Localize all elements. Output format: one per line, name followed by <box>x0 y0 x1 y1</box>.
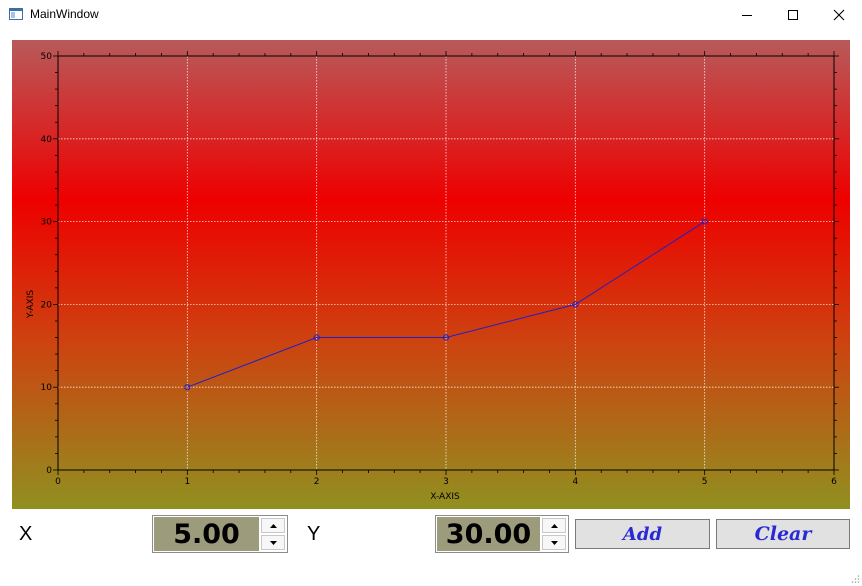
title-bar: MainWindow <box>0 0 862 30</box>
window-title: MainWindow <box>30 7 99 21</box>
line-chart: 0 1 2 3 4 5 6 0 10 20 30 40 50 X-AXIS Y-AXIS <box>12 40 850 509</box>
y-tick-label: 50 <box>41 52 53 62</box>
x-tick-label: 6 <box>831 477 837 487</box>
x-tick-label: 3 <box>443 477 449 487</box>
y-spinbox[interactable]: 30.00 <box>435 515 569 553</box>
y-axis-label: Y-AXIS <box>26 290 36 319</box>
minimize-icon <box>742 15 752 16</box>
y-tick-label: 10 <box>41 383 53 393</box>
data-point <box>313 334 320 341</box>
x-spin-arrows <box>260 517 286 551</box>
maximize-button[interactable] <box>770 0 816 30</box>
data-point <box>701 218 708 225</box>
x-field-label: X <box>19 523 33 545</box>
y-value[interactable]: 30.00 <box>437 517 540 551</box>
axes <box>53 51 839 475</box>
series-line <box>187 221 705 388</box>
tick-labels: 0 1 2 3 4 5 6 0 10 20 30 40 50 <box>41 52 838 487</box>
x-tick-label: 1 <box>184 477 190 487</box>
minimize-button[interactable] <box>724 0 770 30</box>
add-button[interactable]: Add <box>575 519 710 549</box>
data-point <box>184 384 191 391</box>
arrow-down-icon <box>550 540 558 545</box>
y-spin-down-button[interactable] <box>542 535 566 550</box>
resize-grip-icon[interactable] <box>850 574 860 584</box>
x-tick-label: 4 <box>572 477 578 487</box>
series-layer <box>184 218 708 391</box>
data-point <box>442 334 450 341</box>
y-field-label: Y <box>307 523 321 545</box>
arrow-up-icon <box>550 523 558 528</box>
maximize-icon <box>788 10 798 20</box>
x-value[interactable]: 5.00 <box>154 517 259 551</box>
y-tick-label: 20 <box>41 300 53 310</box>
x-tick-label: 5 <box>702 477 708 487</box>
close-button[interactable] <box>816 0 862 30</box>
y-tick-label: 40 <box>41 135 53 145</box>
clear-button[interactable]: Clear <box>716 519 850 549</box>
arrow-down-icon <box>269 540 277 545</box>
y-spin-arrows <box>541 517 567 551</box>
x-axis-label: X-AXIS <box>430 492 460 502</box>
x-spin-up-button[interactable] <box>261 518 285 533</box>
arrow-up-icon <box>269 523 277 528</box>
y-tick-label: 30 <box>41 218 53 228</box>
y-spin-up-button[interactable] <box>542 518 566 533</box>
x-spin-down-button[interactable] <box>261 535 285 550</box>
x-tick-label: 0 <box>55 477 61 487</box>
chart-background <box>12 40 850 509</box>
app-icon <box>9 8 23 20</box>
y-tick-label: 0 <box>46 466 52 476</box>
data-point <box>572 301 579 308</box>
x-tick-label: 2 <box>314 477 320 487</box>
x-spinbox[interactable]: 5.00 <box>152 515 288 553</box>
close-icon <box>833 9 845 21</box>
